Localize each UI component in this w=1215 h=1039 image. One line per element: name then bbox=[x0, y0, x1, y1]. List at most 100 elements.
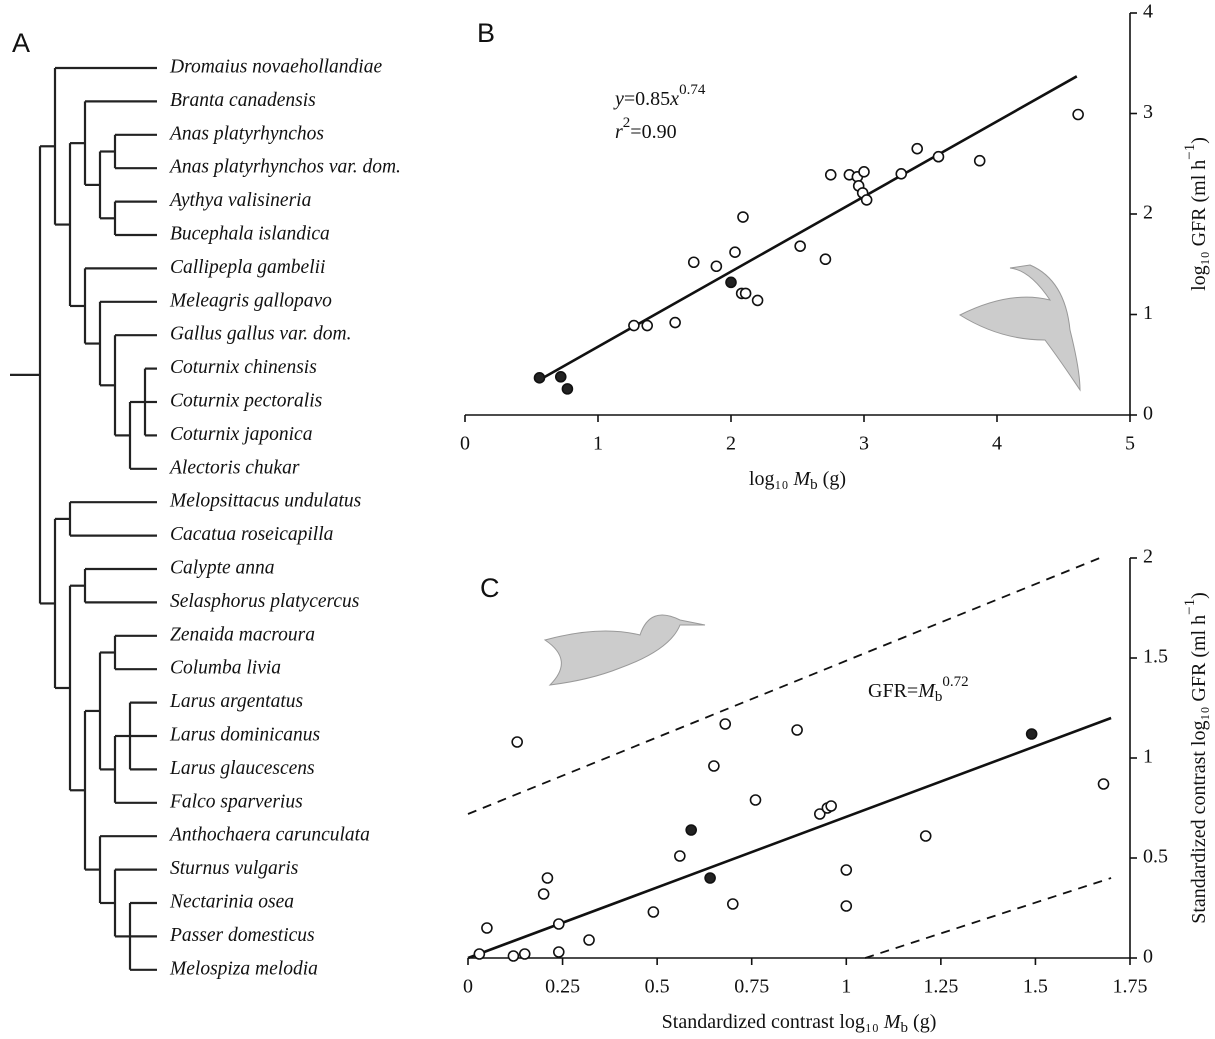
text-part: M bbox=[883, 1011, 902, 1033]
data-point bbox=[541, 872, 554, 884]
fit-annotation: GFR=Mb0.72 bbox=[868, 674, 969, 705]
data-point bbox=[794, 240, 806, 252]
data-point bbox=[729, 246, 741, 258]
species-label: Coturnix chinensis bbox=[170, 357, 317, 378]
data-point bbox=[552, 918, 565, 930]
species-label: Melopsittacus undulatus bbox=[169, 491, 361, 512]
data-point bbox=[1025, 728, 1038, 740]
text-part: ) bbox=[1188, 592, 1210, 599]
species-label: Columba livia bbox=[170, 658, 281, 679]
x-tick-label: 1 bbox=[593, 433, 603, 455]
data-point bbox=[919, 830, 932, 842]
text-part: =0.85 bbox=[624, 88, 670, 110]
x-tick-label: 1.75 bbox=[1113, 976, 1148, 998]
species-label: Anas platyrhynchos bbox=[168, 123, 324, 144]
text-part: M bbox=[917, 680, 936, 702]
data-point bbox=[725, 276, 737, 289]
species-label: Larus glaucescens bbox=[169, 758, 315, 779]
species-label: Passer domesticus bbox=[169, 925, 315, 946]
text-part: x bbox=[669, 88, 679, 110]
data-point bbox=[895, 168, 908, 180]
species-label: Anthochaera carunculata bbox=[168, 825, 370, 846]
y-tick-label: 1 bbox=[1143, 302, 1153, 324]
data-point bbox=[518, 948, 531, 960]
species-label: Dromaius novaehollandiae bbox=[169, 56, 382, 77]
y-tick-label: 0 bbox=[1143, 403, 1153, 425]
x-tick-label: 0.25 bbox=[545, 976, 580, 998]
data-point bbox=[739, 287, 752, 300]
panel-label: A bbox=[12, 28, 30, 58]
species-label: Falco sparverius bbox=[169, 791, 303, 812]
species-label: Bucephala islandica bbox=[170, 223, 330, 244]
text-part: M bbox=[793, 468, 812, 490]
x-axis-label: Standardized contrast log₁₀ Mb (g) bbox=[662, 1011, 937, 1037]
data-point bbox=[552, 946, 565, 958]
panel-label: C bbox=[480, 573, 500, 603]
data-point bbox=[641, 319, 654, 332]
text-part: b bbox=[810, 477, 818, 493]
species-label: Selasphorus platycercus bbox=[170, 591, 359, 612]
data-point bbox=[814, 808, 826, 820]
text-part: 0.74 bbox=[679, 82, 706, 98]
data-point bbox=[840, 864, 853, 876]
data-point bbox=[647, 906, 660, 918]
species-label: Larus dominicanus bbox=[169, 724, 320, 745]
y-tick-label: 4 bbox=[1143, 1, 1153, 23]
data-point bbox=[674, 850, 686, 862]
species-label: Zenaida macroura bbox=[170, 624, 315, 645]
data-point bbox=[932, 150, 945, 163]
x-tick-label: 0.75 bbox=[734, 976, 769, 998]
species-label: Alectoris chukar bbox=[168, 457, 300, 478]
data-point bbox=[481, 922, 493, 934]
fit-line bbox=[538, 75, 1078, 381]
data-point bbox=[704, 872, 716, 884]
r-squared: r2=0.90 bbox=[615, 115, 677, 142]
data-point bbox=[628, 319, 640, 332]
data-point bbox=[561, 383, 574, 395]
y-tick-label: 1.5 bbox=[1143, 646, 1168, 668]
text-part: r bbox=[615, 121, 623, 143]
text-part: Standardized contrast log₁₀ GFR (ml h bbox=[1188, 615, 1210, 924]
species-label: Calypte anna bbox=[170, 557, 275, 578]
x-tick-label: 3 bbox=[859, 433, 869, 455]
data-point bbox=[824, 169, 837, 181]
data-point bbox=[533, 372, 546, 384]
y-tick-label: 2 bbox=[1143, 202, 1153, 224]
y-tick-label: 2 bbox=[1143, 546, 1153, 568]
species-label: Gallus gallus var. dom. bbox=[170, 324, 351, 345]
data-point bbox=[819, 253, 832, 266]
data-point bbox=[840, 900, 853, 912]
x-tick-label: 0.5 bbox=[645, 976, 670, 998]
species-label: Nectarinia osea bbox=[169, 891, 294, 912]
data-point bbox=[737, 211, 749, 223]
data-point bbox=[511, 736, 523, 748]
species-label: Cacatua roseicapilla bbox=[170, 524, 334, 545]
data-point bbox=[911, 142, 924, 155]
y-tick-label: 0.5 bbox=[1143, 846, 1168, 868]
y-tick-label: 1 bbox=[1143, 746, 1153, 768]
bird-illustration bbox=[543, 264, 1081, 686]
data-point bbox=[537, 888, 550, 900]
data-point bbox=[825, 800, 837, 812]
x-axis-label: log₁₀ Mb (g) bbox=[749, 468, 846, 494]
data-point bbox=[687, 256, 700, 269]
text-part: Standardized contrast log₁₀ bbox=[662, 1011, 884, 1033]
data-point bbox=[973, 154, 986, 167]
x-tick-label: 4 bbox=[992, 433, 1002, 455]
data-point bbox=[751, 294, 764, 307]
data-point bbox=[710, 260, 723, 273]
panel-label: B bbox=[477, 18, 495, 48]
species-label: Aythya valisineria bbox=[168, 190, 312, 211]
text-part: GFR= bbox=[868, 680, 918, 702]
species-label: Callipepla gambelii bbox=[170, 257, 325, 278]
data-point bbox=[719, 718, 732, 730]
data-point bbox=[473, 948, 486, 960]
text-part: b bbox=[901, 1020, 909, 1036]
data-point bbox=[685, 824, 697, 836]
x-tick-label: 1 bbox=[841, 976, 851, 998]
data-point bbox=[507, 950, 520, 962]
species-label: Anas platyrhynchos var. dom. bbox=[168, 157, 401, 178]
text-part: log₁₀ GFR (ml h bbox=[1188, 160, 1210, 291]
species-label: Melospiza melodia bbox=[169, 958, 318, 979]
data-point bbox=[791, 724, 803, 736]
